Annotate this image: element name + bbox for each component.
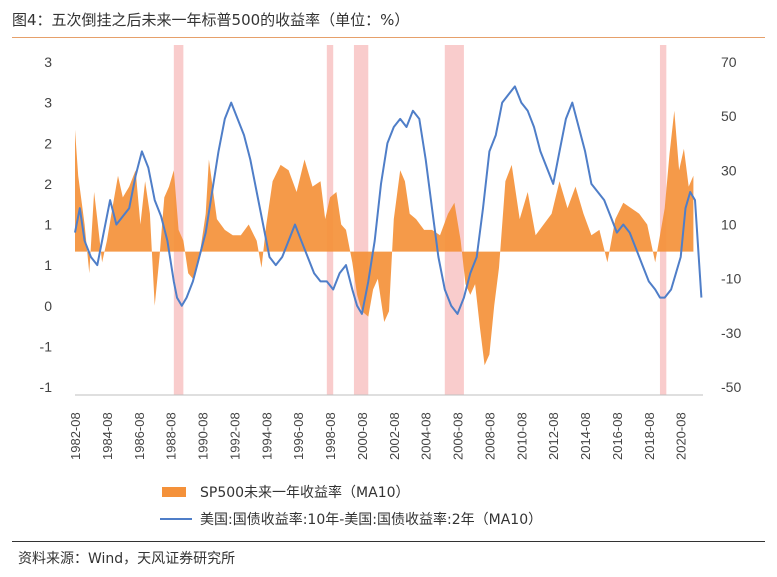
left-axis-tick-labels: 3 3 2 2 1 1 0 -1 -1 — [40, 54, 53, 395]
sp500-return-area — [75, 110, 694, 366]
x-tick-label: 2012-08 — [546, 412, 561, 460]
x-tick-label: 2020-08 — [674, 412, 689, 460]
legend-label-sp500: SP500未来一年收益率（MA10） — [200, 484, 410, 501]
left-tick-label: 0 — [44, 298, 52, 314]
right-tick-label: 10 — [721, 217, 737, 233]
left-tick-label: 3 — [44, 95, 52, 111]
left-tick-label: -1 — [40, 379, 53, 395]
legend-swatch-sp500 — [162, 487, 186, 497]
title-rule — [12, 37, 765, 38]
left-tick-label: 1 — [44, 217, 52, 233]
x-tick-label: 2004-08 — [419, 412, 434, 460]
inversion-band-1 — [173, 45, 184, 395]
left-tick-label: 3 — [44, 54, 52, 70]
x-tick-label: 1982-08 — [68, 412, 83, 460]
x-tick-label: 1992-08 — [227, 412, 242, 460]
x-tick-label: 2002-08 — [387, 412, 402, 460]
x-tick-label: 1996-08 — [291, 412, 306, 460]
right-tick-label: 70 — [721, 54, 737, 70]
inversion-band-3 — [353, 45, 369, 395]
x-tick-label: 1984-08 — [100, 412, 115, 460]
x-tick-label: 1988-08 — [164, 412, 179, 460]
source-note: 资料来源：Wind，天风证券研究所 — [18, 551, 236, 567]
x-tick-label: 2018-08 — [642, 412, 657, 460]
right-tick-label: 30 — [721, 162, 737, 178]
right-tick-label: 50 — [721, 108, 737, 124]
x-tick-label: 2010-08 — [514, 412, 529, 460]
chart-title: 图4：五次倒挂之后未来一年标普500的收益率（单位：%） — [12, 11, 410, 29]
source-rule — [12, 541, 765, 542]
right-tick-label: -50 — [721, 379, 741, 395]
right-axis-tick-labels: 70 50 30 10 -10 -30 -50 — [721, 54, 741, 395]
x-tick-label: 2006-08 — [451, 412, 466, 460]
x-tick-label: 1998-08 — [323, 412, 338, 460]
legend-label-spread: 美国:国债收益率:10年-美国:国债收益率:2年（MA10） — [200, 511, 542, 528]
spread-line-layer — [74, 85, 703, 315]
left-tick-label: -1 — [40, 338, 53, 354]
x-tick-label: 1994-08 — [259, 412, 274, 460]
legend: SP500未来一年收益率（MA10） 美国:国债收益率:10年-美国:国债收益率… — [160, 484, 542, 528]
sp500-area-layer — [75, 110, 694, 366]
left-tick-label: 2 — [44, 135, 52, 151]
x-axis-tick-labels: 1982-08 1984-08 1986-08 1988-08 1990-08 1992-… — [68, 412, 689, 460]
left-tick-label: 2 — [44, 176, 52, 192]
x-tick-label: 1990-08 — [196, 412, 211, 460]
left-tick-label: 1 — [44, 257, 52, 273]
x-tick-label: 2016-08 — [610, 412, 625, 460]
right-tick-label: -10 — [721, 271, 741, 287]
x-tick-label: 2008-08 — [482, 412, 497, 460]
x-tick-label: 1986-08 — [132, 412, 147, 460]
yield-spread-line — [74, 85, 703, 315]
right-tick-label: -30 — [721, 325, 741, 341]
x-tick-label: 2014-08 — [578, 412, 593, 460]
x-tick-label: 2000-08 — [355, 412, 370, 460]
inversion-shading-layer — [173, 45, 667, 395]
